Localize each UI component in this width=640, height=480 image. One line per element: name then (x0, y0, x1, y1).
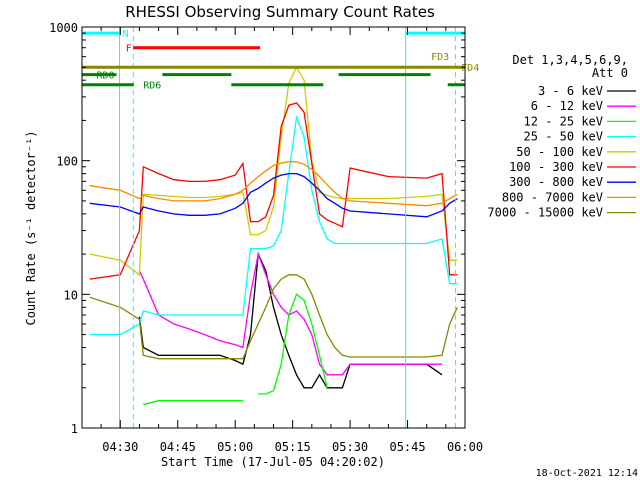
y-tick-label: 10 (64, 288, 78, 302)
series-line-50-100-kev (89, 65, 458, 277)
series-line-25-50-kev (89, 115, 458, 336)
series-line-12-25-kev (258, 293, 328, 395)
annotation-label-fd4: FD4 (461, 63, 479, 74)
chart-title: RHESSI Observing Summary Count Rates (125, 3, 435, 21)
annotation-label-rd0: RD0 (96, 71, 114, 82)
series-line-800-7000-kev (89, 161, 458, 207)
x-tick-label: 05:15 (275, 440, 311, 454)
annotation-label-fd3: FD3 (431, 52, 449, 63)
x-tick-label: 06:00 (447, 440, 483, 454)
y-axis-label: Count Rate (s⁻¹ detector⁻¹) (24, 130, 38, 325)
series-traces (89, 65, 458, 406)
x-tick-label: 04:30 (102, 440, 138, 454)
x-tick-label: 05:30 (332, 440, 368, 454)
legend-label: 12 - 25 keV (524, 114, 603, 128)
legend-label: 100 - 300 keV (509, 160, 603, 174)
annotation-label-n: N (123, 29, 129, 40)
y-tick-label: 1000 (49, 21, 78, 35)
x-tick-label: 04:45 (160, 440, 196, 454)
legend-label: 3 - 6 keV (538, 84, 603, 98)
y-tick-label: 100 (56, 155, 78, 169)
series-line-12-25-kev (143, 400, 243, 406)
legend-label: 50 - 100 keV (516, 145, 603, 159)
legend-label: 7000 - 15000 keV (487, 206, 603, 220)
x-tick-label: 05:45 (389, 440, 425, 454)
x-axis-label: Start Time (17-Jul-05 04:20:02) (161, 455, 385, 469)
x-tick-label: 05:00 (217, 440, 253, 454)
legend-label: 300 - 800 keV (509, 175, 603, 189)
annotation-label-f: F (126, 44, 132, 55)
series-line-100-300-kev (89, 102, 458, 280)
axes: 1 10 100 1000 04:30 04:45 05:00 05:15 05:30 05:45… (49, 21, 483, 454)
legend-label: 6 - 12 keV (531, 99, 603, 113)
legend-label: 800 - 7000 keV (502, 190, 603, 204)
timestamp: 18-Oct-2021 12:14 (536, 468, 638, 479)
annotation-label-rd6: RD6 (143, 81, 161, 92)
annotation-bars: NF FD3 FD4 RD0 RD6 (82, 27, 479, 428)
series-line-7000-15000-kev (89, 274, 458, 360)
legend-header: Det 1,3,4,5,6,9, (512, 53, 628, 67)
series-line-6-12-kev (138, 251, 442, 376)
series-line-300-800-kev (89, 172, 458, 218)
series-line-3-6-kev (138, 251, 443, 389)
legend-header: Att 0 (592, 66, 628, 80)
y-tick-label: 1 (71, 422, 78, 436)
legend-label: 25 - 50 keV (524, 130, 603, 144)
